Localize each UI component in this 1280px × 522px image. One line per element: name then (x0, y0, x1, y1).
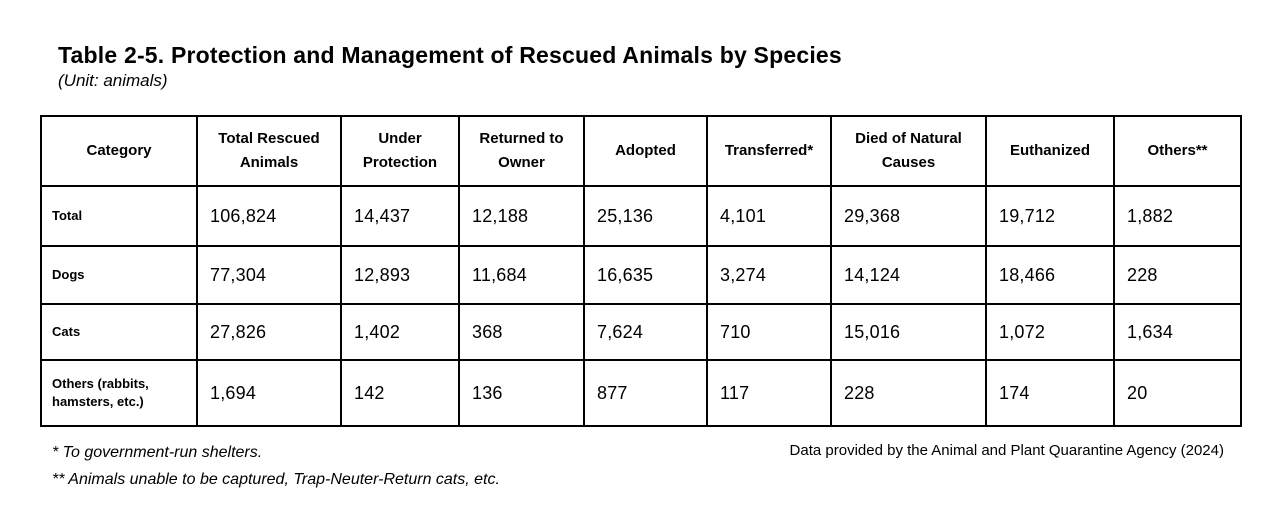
table-row-3: Others (rabbits, hamsters, etc.) 1,694 142… (40, 359, 1242, 427)
value-cell: 15,016 (830, 303, 987, 361)
value-cell: 368 (458, 303, 585, 361)
unit-label: (Unit: animals) (58, 71, 168, 90)
category-cell: Cats (40, 303, 198, 361)
value-cell: 106,824 (196, 185, 342, 247)
category-cell: Total (40, 185, 198, 247)
value-cell: 3,274 (706, 245, 832, 305)
value-cell: 1,694 (196, 359, 342, 427)
value-cell: 25,136 (583, 185, 708, 247)
table-row-0: Total 106,824 14,437 12,188 25,136 4,101 29,36… (40, 185, 1242, 247)
value-cell: 1,882 (1113, 185, 1242, 247)
value-cell: 1,634 (1113, 303, 1242, 361)
value-cell: 1,402 (340, 303, 460, 361)
table-footer: * To government-run shelters. ** Animals… (40, 439, 1240, 493)
value-cell: 4,101 (706, 185, 832, 247)
value-cell: 7,624 (583, 303, 708, 361)
value-cell: 12,188 (458, 185, 585, 247)
value-cell: 19,712 (985, 185, 1115, 247)
value-cell: 12,893 (340, 245, 460, 305)
footnote-transferred: * To government-run shelters. (52, 444, 263, 461)
rescued-animals-table: Category Total Rescued Animals Under Prote… (40, 115, 1242, 427)
table-row-2: Cats 27,826 1,402 368 7,624 710 15,016 1,072 1,6… (40, 303, 1242, 361)
header-cell-1: Total Rescued Animals (196, 115, 342, 187)
page-title: Table 2-5. Protection and Management of … (58, 42, 842, 68)
value-cell: 16,635 (583, 245, 708, 305)
value-cell: 174 (985, 359, 1115, 427)
value-cell: 29,368 (830, 185, 987, 247)
value-cell: 27,826 (196, 303, 342, 361)
header-cell-3: Returned to Owner (458, 115, 585, 187)
value-cell: 1,072 (985, 303, 1115, 361)
header-cell-5: Transferred* (706, 115, 832, 187)
data-source-note: Data provided by the Animal and Plant Qu… (789, 442, 1224, 459)
value-cell: 877 (583, 359, 708, 427)
page: Table 2-5. Protection and Management of … (40, 42, 1242, 493)
header-cell-7: Euthanized (985, 115, 1115, 187)
footnotes: * To government-run shelters. ** Animals… (52, 439, 500, 493)
header-cell-4: Adopted (583, 115, 708, 187)
value-cell: 136 (458, 359, 585, 427)
footnote-others: ** Animals unable to be captured, Trap-N… (52, 471, 500, 489)
value-cell: 228 (830, 359, 987, 427)
value-cell: 142 (340, 359, 460, 427)
header-cell-0: Category (40, 115, 198, 187)
header-cell-2: Under Protection (340, 115, 460, 187)
category-cell: Dogs (40, 245, 198, 305)
value-cell: 20 (1113, 359, 1242, 427)
value-cell: 11,684 (458, 245, 585, 305)
value-cell: 228 (1113, 245, 1242, 305)
header-row: Category Total Rescued Animals Under Prote… (40, 115, 1242, 187)
value-cell: 77,304 (196, 245, 342, 305)
header-cell-6: Died of Natural Causes (830, 115, 987, 187)
value-cell: 14,437 (340, 185, 460, 247)
value-cell: 14,124 (830, 245, 987, 305)
value-cell: 710 (706, 303, 832, 361)
value-cell: 117 (706, 359, 832, 427)
category-cell: Others (rabbits, hamsters, etc.) (40, 359, 198, 427)
header-cell-8: Others** (1113, 115, 1242, 187)
table-row-1: Dogs 77,304 12,893 11,684 16,635 3,274 14,124 1… (40, 245, 1242, 305)
value-cell: 18,466 (985, 245, 1115, 305)
